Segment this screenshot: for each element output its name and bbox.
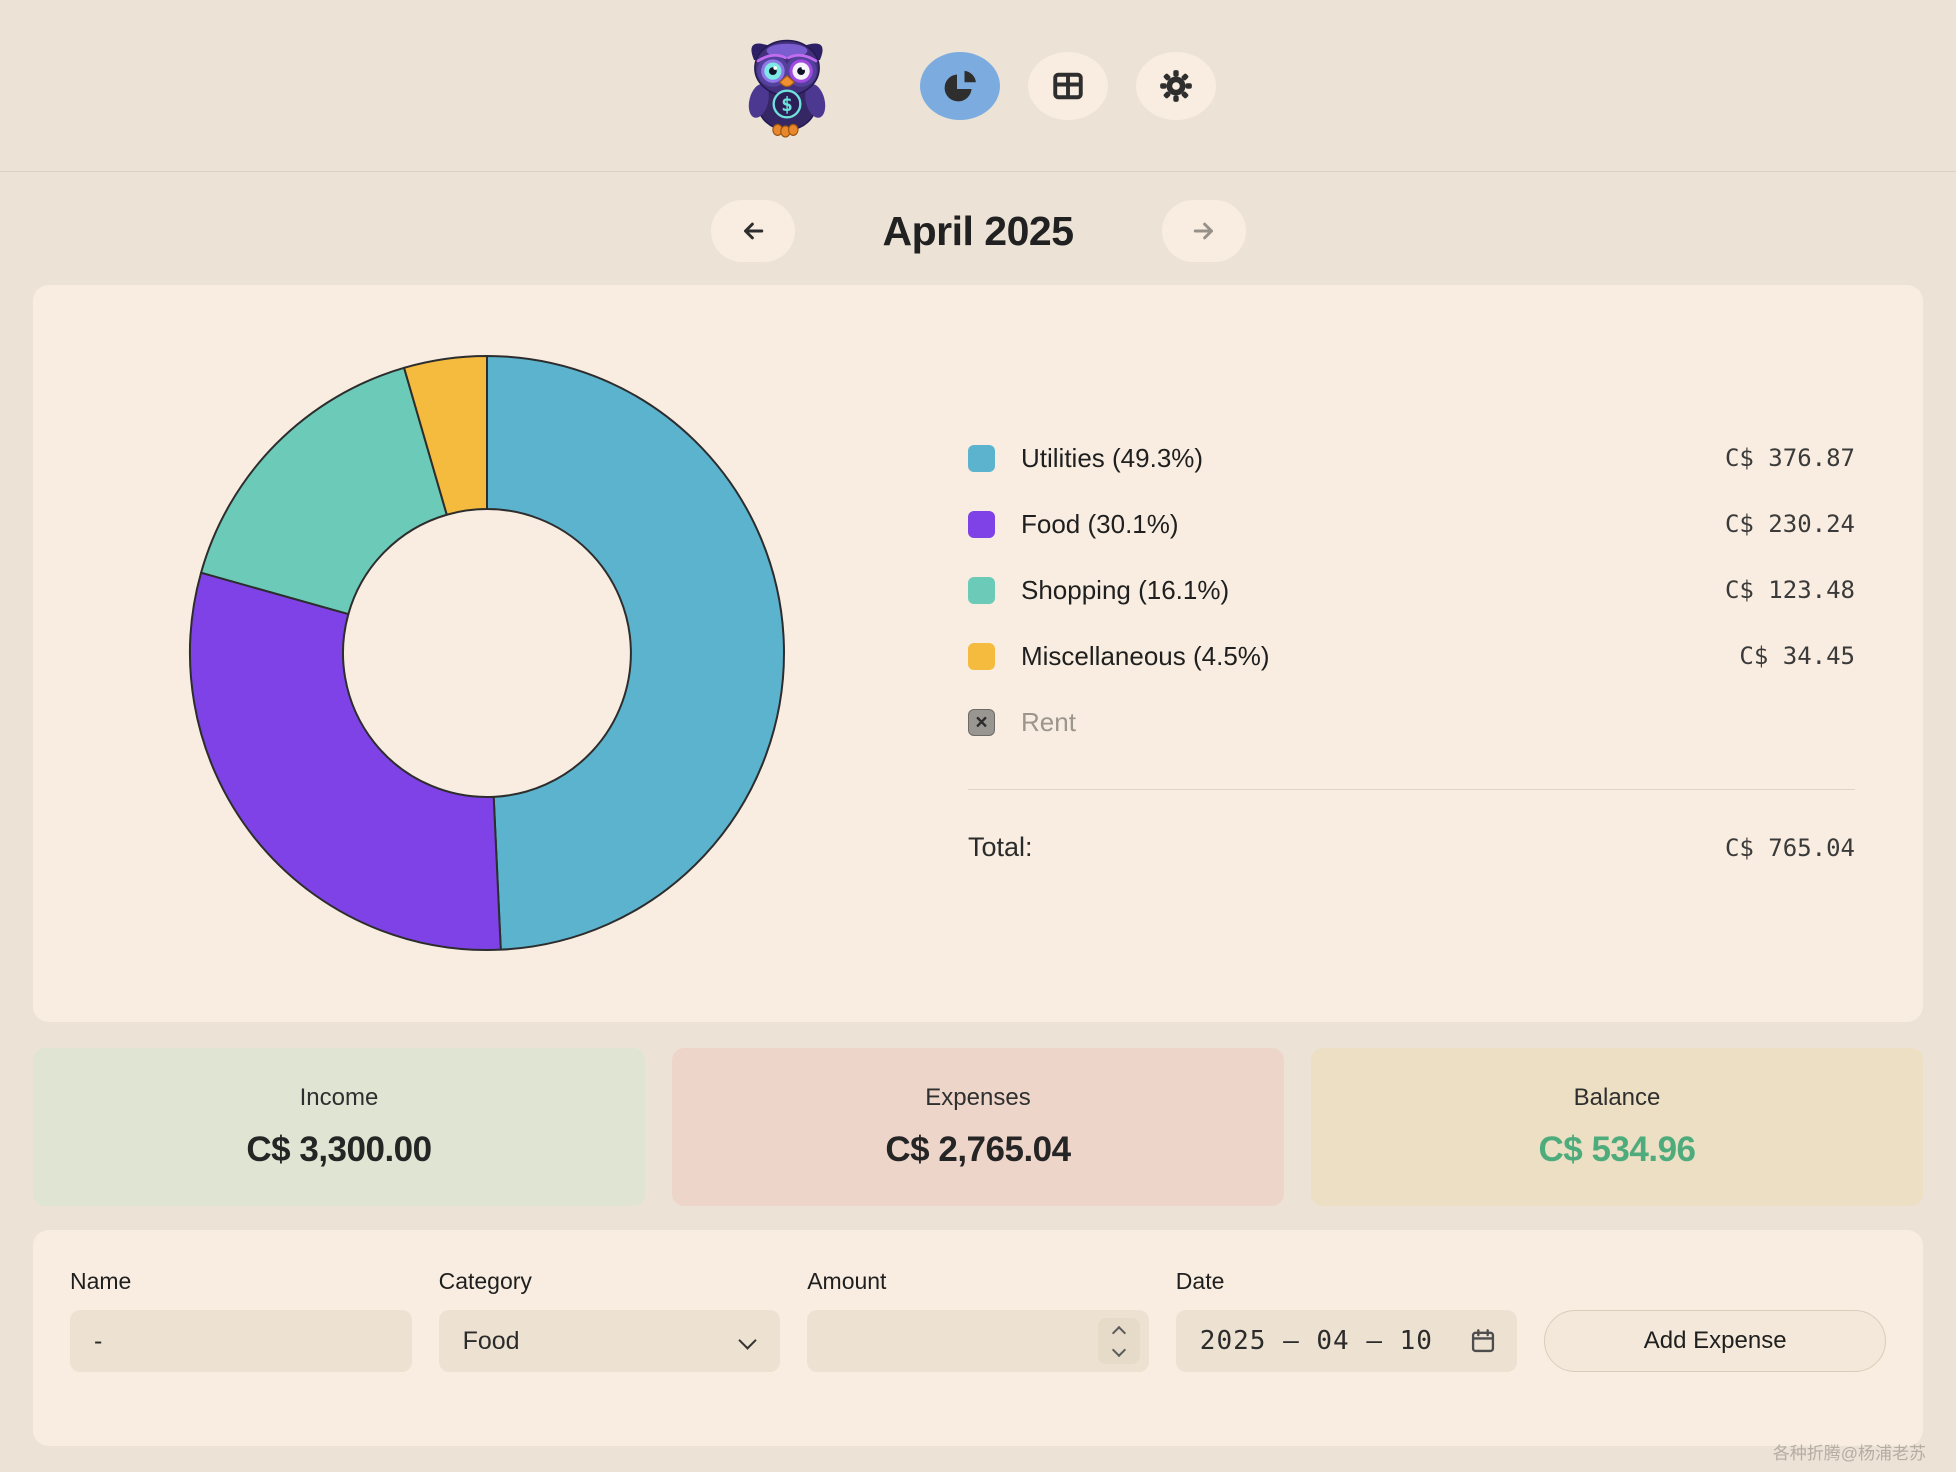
total-row: Total: C$ 765.04 bbox=[968, 832, 1855, 863]
income-label: Income bbox=[299, 1084, 379, 1111]
legend-item-shopping[interactable]: Shopping (16.1%) C$ 123.48 bbox=[968, 575, 1855, 605]
legend-swatch bbox=[968, 510, 995, 538]
prev-month-button[interactable] bbox=[710, 200, 795, 262]
excluded-x-icon: × bbox=[968, 708, 995, 736]
gear-icon bbox=[1160, 69, 1192, 102]
legend-divider bbox=[968, 789, 1855, 790]
income-amount: C$ 3,300.00 bbox=[246, 1130, 432, 1169]
month-title: April 2025 bbox=[882, 207, 1075, 254]
legend-label: Rent bbox=[1021, 706, 1076, 737]
expense-donut-chart bbox=[189, 355, 785, 951]
legend-label: Miscellaneous (4.5%) bbox=[1021, 640, 1270, 671]
legend-swatch bbox=[968, 642, 995, 670]
summary-row: Income C$ 3,300.00 Expenses C$ 2,765.04 … bbox=[33, 1048, 1923, 1206]
date-label: Date bbox=[1175, 1268, 1225, 1294]
svg-text:$: $ bbox=[781, 93, 793, 116]
legend-label: Utilities (49.3%) bbox=[1021, 442, 1204, 473]
chevron-up-icon bbox=[1111, 1325, 1126, 1340]
expenses-amount: C$ 2,765.04 bbox=[885, 1130, 1071, 1169]
name-label: Name bbox=[70, 1268, 132, 1294]
date-field[interactable] bbox=[1175, 1310, 1518, 1372]
amount-field[interactable] bbox=[807, 1310, 1149, 1372]
amount-stepper[interactable] bbox=[1097, 1318, 1140, 1364]
legend-item-miscellaneous[interactable]: Miscellaneous (4.5%) C$ 34.45 bbox=[968, 641, 1855, 671]
add-expense-button[interactable]: Add Expense bbox=[1544, 1310, 1886, 1372]
legend-item-food[interactable]: Food (30.1%) C$ 230.24 bbox=[968, 509, 1855, 539]
nav-table-button[interactable] bbox=[1028, 51, 1108, 120]
nav-settings-button[interactable] bbox=[1136, 51, 1216, 120]
legend-item-utilities[interactable]: Utilities (49.3%) C$ 376.87 bbox=[968, 443, 1855, 473]
chart-card: Utilities (49.3%) C$ 376.87 Food (30.1%)… bbox=[33, 285, 1923, 1022]
income-card: Income C$ 3,300.00 bbox=[33, 1048, 645, 1206]
balance-label: Balance bbox=[1573, 1084, 1661, 1111]
total-amount: C$ 765.04 bbox=[1724, 833, 1855, 862]
total-label: Total: bbox=[968, 832, 1033, 862]
chevron-down-icon bbox=[1111, 1342, 1126, 1357]
watermark: 各种折腾@杨浦老苏 bbox=[1772, 1444, 1926, 1463]
legend-label: Shopping (16.1%) bbox=[1021, 574, 1230, 605]
arrow-right-icon bbox=[1193, 222, 1213, 240]
nav-pie-chart-button[interactable] bbox=[920, 51, 1000, 120]
category-label: Category bbox=[438, 1268, 532, 1294]
donut-slice-food bbox=[189, 571, 502, 951]
legend-label: Food (30.1%) bbox=[1021, 508, 1179, 539]
legend-item-rent-excluded[interactable]: × Rent bbox=[968, 707, 1855, 737]
legend-amount: C$ 123.48 bbox=[1724, 576, 1855, 604]
name-field[interactable] bbox=[70, 1310, 412, 1372]
app-logo-owl: $ bbox=[748, 39, 826, 138]
arrow-left-icon bbox=[743, 222, 763, 240]
legend-swatch bbox=[968, 444, 995, 472]
legend-amount: C$ 34.45 bbox=[1739, 642, 1855, 670]
expense-form: Name Category Food Amount Date bbox=[33, 1230, 1923, 1446]
category-select[interactable]: Food bbox=[438, 1310, 781, 1372]
amount-label: Amount bbox=[807, 1268, 887, 1294]
chart-legend: Utilities (49.3%) C$ 376.87 Food (30.1%)… bbox=[968, 443, 1855, 863]
expenses-label: Expenses bbox=[925, 1084, 1031, 1111]
legend-swatch bbox=[968, 576, 995, 604]
legend-amount: C$ 230.24 bbox=[1724, 510, 1855, 538]
table-icon bbox=[1053, 72, 1083, 99]
donut-slice-utilities bbox=[486, 355, 785, 951]
expenses-card: Expenses C$ 2,765.04 bbox=[672, 1048, 1284, 1206]
next-month-button[interactable] bbox=[1161, 200, 1246, 262]
month-navigation: April 2025 bbox=[0, 196, 1956, 266]
donut-slice-shopping bbox=[200, 366, 448, 616]
balance-amount: C$ 534.96 bbox=[1538, 1130, 1696, 1169]
top-nav: $ bbox=[0, 0, 1956, 172]
pie-chart-icon bbox=[944, 70, 976, 101]
balance-card: Balance C$ 534.96 bbox=[1311, 1048, 1923, 1206]
donut-slice-miscellaneous bbox=[403, 355, 488, 516]
legend-amount: C$ 376.87 bbox=[1724, 444, 1855, 472]
